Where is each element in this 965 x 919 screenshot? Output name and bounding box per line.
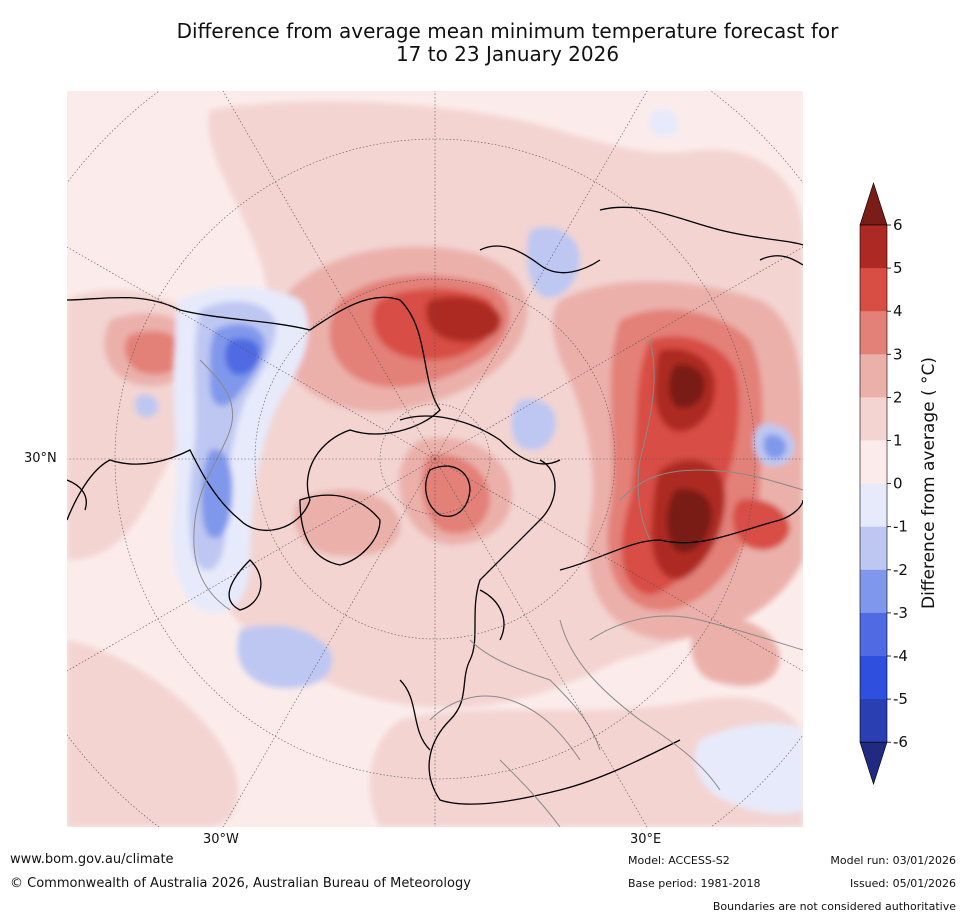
footer-disclaimer: Boundaries are not considered authoritat… — [712, 900, 956, 913]
lat-label-30n: 30°N — [24, 451, 57, 466]
colorbar-swatch — [860, 699, 887, 743]
colorbar-swatch — [860, 397, 887, 441]
colorbar-tick-label: -6 — [893, 733, 908, 751]
title-line-1: Difference from average mean minimum tem… — [176, 19, 839, 43]
colorbar-tick-label: 2 — [893, 388, 903, 406]
coastlines — [67, 206, 803, 805]
colorbar-tick-label: 4 — [893, 302, 903, 320]
colorbar-swatch — [860, 268, 887, 312]
colorbar-swatch — [860, 483, 887, 528]
colorbar-tick-label: -5 — [893, 690, 908, 708]
colorbar-tick-label: -1 — [893, 518, 908, 536]
colorbar-swatch — [860, 612, 887, 657]
lon-label-30e: 30°E — [630, 832, 662, 847]
footer-base-period: Base period: 1981-2018 — [628, 877, 761, 890]
colorbar-tick-label: 6 — [893, 216, 903, 234]
footer-copyright: © Commonwealth of Australia 2026, Austra… — [10, 876, 471, 891]
colorbar-tick-label: 5 — [893, 259, 903, 277]
colorbar-swatch — [860, 569, 887, 614]
colorbar-tick-label: -2 — [893, 561, 908, 579]
title-line-2: 17 to 23 January 2026 — [395, 42, 620, 66]
colorbar-swatch — [860, 354, 887, 398]
colorbar-swatch — [860, 526, 887, 571]
colorbar-swatch — [860, 311, 887, 355]
colorbar-swatch — [860, 656, 887, 700]
colorbar-swatch — [860, 440, 887, 485]
colorbar-swatch — [860, 225, 887, 269]
colorbar-tick-label: -4 — [893, 647, 908, 665]
footer-url[interactable]: www.bom.gov.au/climate — [10, 852, 174, 867]
footer-issued: Issued: 05/01/2026 — [849, 877, 956, 890]
colorbar-tick-label: 1 — [893, 432, 903, 450]
colorbar-tick-label: -3 — [893, 604, 908, 622]
graticule — [67, 91, 803, 827]
colorbar-extend-top — [859, 182, 888, 226]
anomaly-field — [67, 101, 803, 827]
footer-model: Model: ACCESS-S2 — [628, 854, 730, 867]
colorbar-extend-bottom — [859, 741, 888, 786]
colorbar-tick-label: 3 — [893, 345, 903, 363]
country-borders — [193, 339, 803, 827]
colorbar-tick-label: 0 — [893, 475, 903, 493]
footer-model-run: Model run: 03/01/2026 — [830, 854, 956, 867]
chart-title: Difference from average mean minimum tem… — [60, 20, 955, 66]
lon-label-30w: 30°W — [203, 832, 239, 847]
colorbar-label: Difference from average ( °C) — [919, 357, 939, 609]
